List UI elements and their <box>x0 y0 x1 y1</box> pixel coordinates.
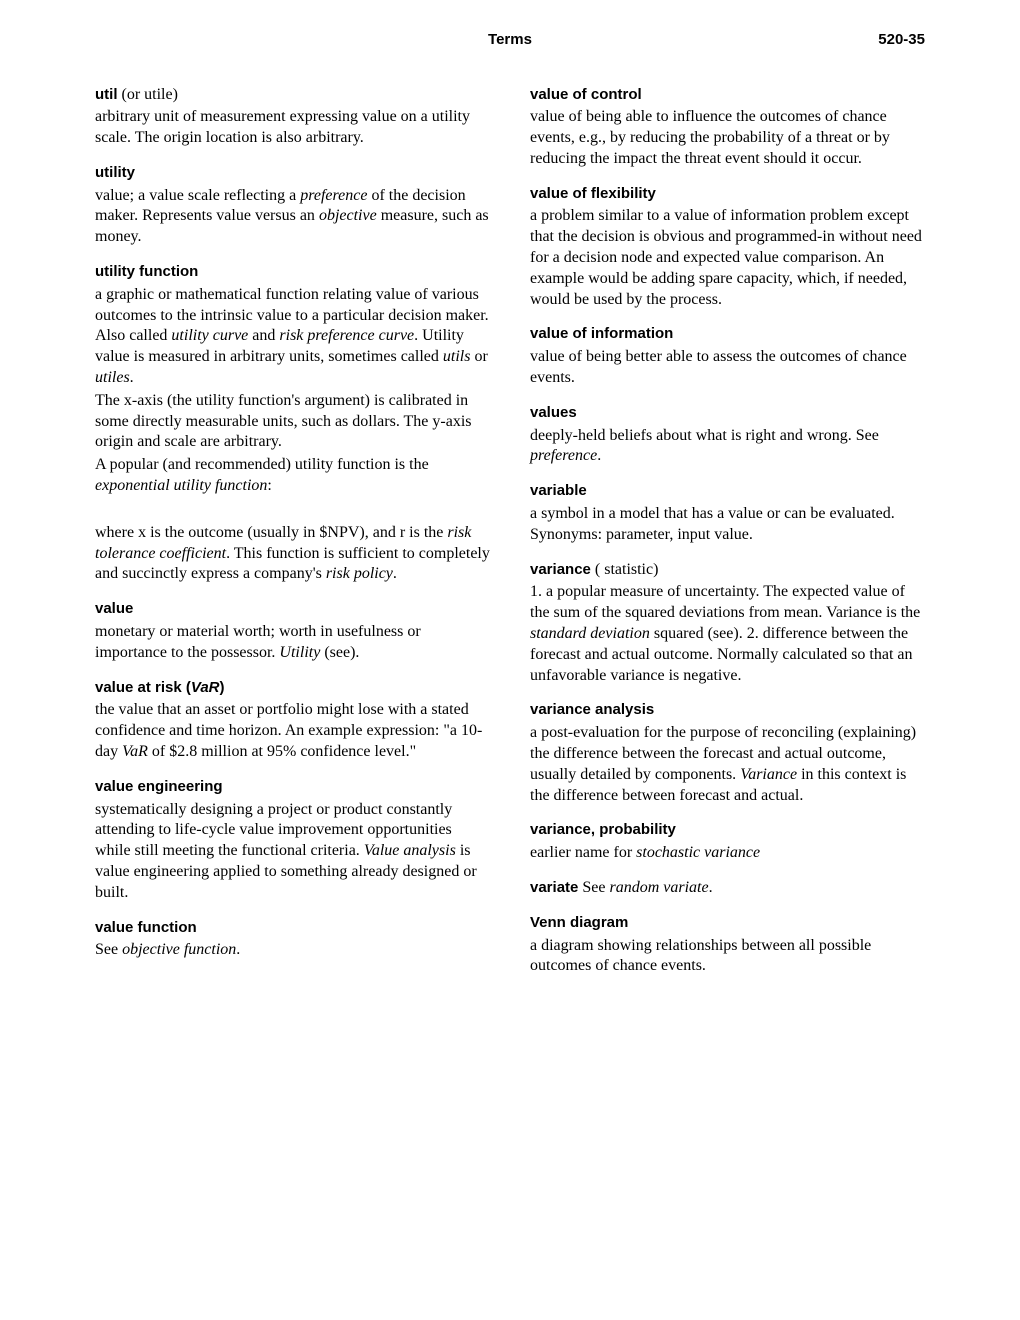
def-value: monetary or material worth; worth in use… <box>95 622 490 664</box>
def-voc: value of being able to influence the out… <box>530 107 925 169</box>
def-voi: value of being better able to assess the… <box>530 347 925 389</box>
entry-utility: utility value; a value scale reflecting … <box>95 163 490 248</box>
def-vp: earlier name for stochastic variance <box>530 843 925 864</box>
entry-var: value at risk (VaR) the value that an as… <box>95 678 490 763</box>
entry-venn: Venn diagram a diagram showing relations… <box>530 913 925 977</box>
def-var: the value that an asset or portfolio mig… <box>95 700 490 762</box>
def-utility-function-p1: a graphic or mathematical function relat… <box>95 285 490 389</box>
term-value-eng: value engineering <box>95 778 223 795</box>
entry-vof: value of flexibility a problem similar t… <box>530 184 925 311</box>
def-value-fn: See objective function. <box>95 940 490 961</box>
term-vp: variance, probability <box>530 821 676 838</box>
entry-variance: variance ( statistic) 1. a popular measu… <box>530 560 925 687</box>
def-utility-function-p4: where x is the outcome (usually in $NPV)… <box>95 523 490 585</box>
def-va: a post-evaluation for the purpose of rec… <box>530 723 925 806</box>
entry-value: value monetary or material worth; worth … <box>95 599 490 663</box>
term-venn: Venn diagram <box>530 914 628 931</box>
def-variable: a symbol in a model that has a value or … <box>530 504 925 546</box>
entry-value-fn: value function See objective function. <box>95 918 490 962</box>
entry-util: util (or utile) arbitrary unit of measur… <box>95 85 490 149</box>
term-variable: variable <box>530 482 587 499</box>
entry-voc: value of control value of being able to … <box>530 85 925 170</box>
term-util: util <box>95 86 118 103</box>
def-utility-function-p2: The x-axis (the utility function's argum… <box>95 391 490 453</box>
term-utility: utility <box>95 164 135 181</box>
def-value-eng: systematically designing a project or pr… <box>95 800 490 904</box>
entry-vp: variance, probability earlier name for s… <box>530 820 925 864</box>
header-left-spacer <box>95 30 195 50</box>
entry-variate: variate See random variate. <box>530 878 925 899</box>
term-value-fn: value function <box>95 919 197 936</box>
entry-va: variance analysis a post-evaluation for … <box>530 700 925 806</box>
term-variance-sub: ( statistic) <box>591 561 659 578</box>
def-vof: a problem similar to a value of informat… <box>530 206 925 310</box>
def-util: arbitrary unit of measurement expressing… <box>95 107 490 149</box>
def-values: deeply-held beliefs about what is right … <box>530 426 925 468</box>
term-util-sub: (or utile) <box>118 86 178 103</box>
entry-utility-function: utility function a graphic or mathematic… <box>95 262 490 585</box>
term-voi: value of information <box>530 325 673 342</box>
term-values: values <box>530 404 577 421</box>
page-header: Terms 520-35 <box>95 30 925 50</box>
entry-values: values deeply-held beliefs about what is… <box>530 403 925 467</box>
term-voc: value of control <box>530 86 642 103</box>
left-column: util (or utile) arbitrary unit of measur… <box>95 85 490 992</box>
def-venn: a diagram showing relationships between … <box>530 936 925 978</box>
header-page-number: 520-35 <box>825 30 925 50</box>
def-utility-function-p3: A popular (and recommended) utility func… <box>95 455 490 497</box>
term-var: value at risk (VaR) <box>95 679 225 696</box>
entry-variable: variable a symbol in a model that has a … <box>530 481 925 545</box>
entry-voi: value of information value of being bett… <box>530 324 925 388</box>
content-columns: util (or utile) arbitrary unit of measur… <box>95 85 925 992</box>
header-title: Terms <box>195 30 825 50</box>
right-column: value of control value of being able to … <box>530 85 925 992</box>
def-utility: value; a value scale reflecting a prefer… <box>95 186 490 248</box>
term-utility-function: utility function <box>95 263 198 280</box>
term-variate: variate <box>530 879 578 896</box>
entry-value-eng: value engineering systematically designi… <box>95 777 490 904</box>
term-value: value <box>95 600 133 617</box>
def-variate: See random variate. <box>578 879 712 896</box>
term-variance: variance <box>530 561 591 578</box>
def-variance: 1. a popular measure of uncertainty. The… <box>530 582 925 686</box>
term-va: variance analysis <box>530 701 654 718</box>
term-vof: value of flexibility <box>530 185 656 202</box>
